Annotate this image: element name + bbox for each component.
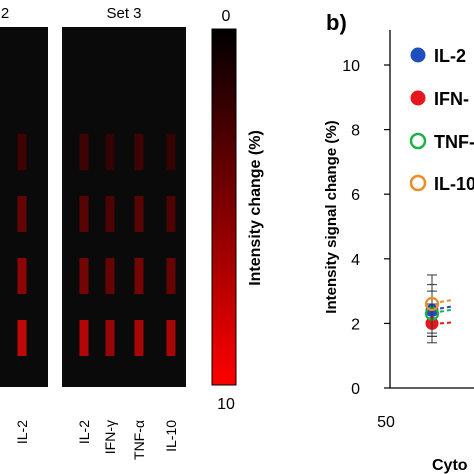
legend: IL-2 IFN- TNF- IL-10 xyxy=(409,46,474,194)
heatmap-cell xyxy=(166,134,176,170)
heatmap-column-label: IL-2 xyxy=(14,420,30,444)
heatmap-cells xyxy=(17,134,176,356)
y-tick-label: 2 xyxy=(351,316,360,333)
legend-label: IFN- xyxy=(434,89,469,109)
scatter-panel: b) Intensity signal change (%) 0 2 4 6 8 10 5… xyxy=(323,10,474,474)
fit-line xyxy=(439,308,453,313)
fit-line xyxy=(439,321,453,325)
y-tick-label: 4 xyxy=(351,252,360,269)
legend-marker xyxy=(409,174,427,192)
legend-marker xyxy=(410,90,426,106)
heatmap-cell xyxy=(105,258,115,294)
heatmap-cell xyxy=(134,320,144,356)
heatmap-cell xyxy=(79,320,89,356)
legend-marker xyxy=(409,132,427,150)
heatmap-column-label: TNF-α xyxy=(131,420,147,460)
heatmap-column-label: IL-10 xyxy=(163,420,179,452)
heatmap-cell xyxy=(134,134,144,170)
y-tick-label: 6 xyxy=(351,187,360,204)
heatmap-cell xyxy=(105,196,115,232)
heatmap-cell xyxy=(166,196,176,232)
colorbar-title: Intensity change (%) xyxy=(247,130,264,286)
heatmap-column-label: IFN-γ xyxy=(102,420,118,454)
fit-line xyxy=(439,305,453,310)
legend-label: IL-2 xyxy=(434,46,466,66)
colorbar xyxy=(211,28,237,386)
heatmap-cell xyxy=(17,258,27,294)
fit-line xyxy=(439,299,453,304)
set-3-title: Set 3 xyxy=(106,5,141,22)
heatmap-column-label: IL-2 xyxy=(76,420,92,444)
y-ticks: 0 2 4 6 8 10 xyxy=(342,58,390,398)
heatmap-column-labels: IL-2 IL-2 IFN-γ TNF-α IL-10 xyxy=(14,420,179,460)
y-tick-label: 0 xyxy=(351,381,360,398)
heatmap-cell xyxy=(105,134,115,170)
heatmap-cell xyxy=(166,320,176,356)
y-tick-label: 10 xyxy=(342,58,360,75)
heatmap-cell xyxy=(134,258,144,294)
heatmap-cell xyxy=(79,134,89,170)
heatmap-cell xyxy=(134,196,144,232)
heatmap-cell xyxy=(17,196,27,232)
x-tick-label: 50 xyxy=(377,414,395,431)
x-ticks: 50 xyxy=(377,414,395,431)
x-axis-title: Cyto xyxy=(432,457,468,474)
legend-label: IL-10 xyxy=(434,174,474,194)
heatmap-cell xyxy=(17,134,27,170)
legend-label: TNF- xyxy=(434,132,474,152)
heatmap-cell xyxy=(166,258,176,294)
colorbar-max-label: 10 xyxy=(217,396,235,413)
colorbar-min-label: 0 xyxy=(222,8,231,25)
y-tick-label: 8 xyxy=(351,123,360,140)
data-point xyxy=(424,296,440,312)
y-axis-title: Intensity signal change (%) xyxy=(323,120,340,313)
panel-b-label: b) xyxy=(326,10,347,35)
heatmap-panel: 2 Set 3 IL-2 IL-2 IFN-γ TNF-α IL-10 0 10 Int… xyxy=(0,5,264,460)
heatmap-cell xyxy=(79,258,89,294)
legend-marker xyxy=(410,47,426,63)
heatmap-cell xyxy=(79,196,89,232)
heatmap-cell xyxy=(17,320,27,356)
heatmap-cell xyxy=(105,320,115,356)
data-points xyxy=(424,274,453,344)
set-2-title: 2 xyxy=(1,5,9,22)
